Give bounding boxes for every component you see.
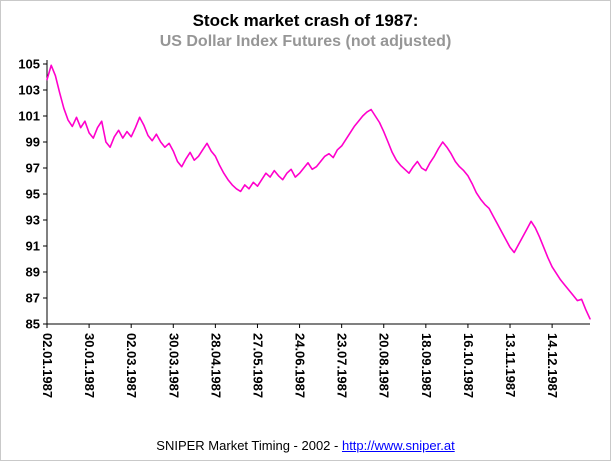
x-tick-label: 20.08.1987 xyxy=(377,333,392,398)
x-tick-label: 14.12.1987 xyxy=(545,333,560,398)
chart-subtitle: US Dollar Index Futures (not adjusted) xyxy=(159,33,452,50)
y-tick-label: 91 xyxy=(26,239,40,254)
y-axis-labels: 85 87 89 91 93 95 97 99 101 103 105 xyxy=(18,57,40,332)
chart-title: Stock market crash of 1987: xyxy=(192,11,419,30)
x-tick-label: 02.01.1987 xyxy=(40,333,55,398)
y-tick-label: 97 xyxy=(26,161,40,176)
y-tick-label: 103 xyxy=(18,83,40,98)
y-tick-label: 89 xyxy=(26,265,40,280)
footer-link[interactable]: http://www.sniper.at xyxy=(341,438,455,453)
y-tick-label: 95 xyxy=(26,187,40,202)
y-tick-label: 105 xyxy=(18,57,40,72)
y-axis-ticks xyxy=(43,63,47,325)
x-tick-label: 30.03.1987 xyxy=(166,333,181,398)
x-tick-label: 23.07.1987 xyxy=(335,333,350,398)
line-chart: 85 87 89 91 93 95 97 99 101 103 105 02.01.1987 30.01… xyxy=(18,57,591,398)
footer-credit: SNIPER Market Timing - 2002 - xyxy=(156,438,342,453)
y-tick-label: 99 xyxy=(26,135,40,150)
x-tick-label: 27.05.1987 xyxy=(250,333,265,398)
y-tick-label: 87 xyxy=(26,291,40,306)
x-tick-label: 16.10.1987 xyxy=(461,333,476,398)
y-tick-label: 93 xyxy=(26,213,40,228)
y-tick-label: 85 xyxy=(26,317,40,332)
x-tick-label: 13.11.1987 xyxy=(503,333,518,397)
x-tick-label: 30.01.1987 xyxy=(82,333,97,398)
x-tick-label: 24.06.1987 xyxy=(293,333,308,398)
footer: SNIPER Market Timing - 2002 - http://www… xyxy=(1,438,610,453)
price-line xyxy=(46,64,591,320)
x-tick-label: 18.09.1987 xyxy=(419,333,434,398)
x-axis-ticks xyxy=(46,324,553,328)
y-tick-label: 101 xyxy=(18,109,40,124)
x-tick-label: 28.04.1987 xyxy=(208,333,223,398)
x-axis-labels: 02.01.1987 30.01.1987 02.03.1987 30.03.1987… xyxy=(40,333,560,398)
axis-lines xyxy=(46,60,590,325)
x-tick-label: 02.03.1987 xyxy=(124,333,139,398)
